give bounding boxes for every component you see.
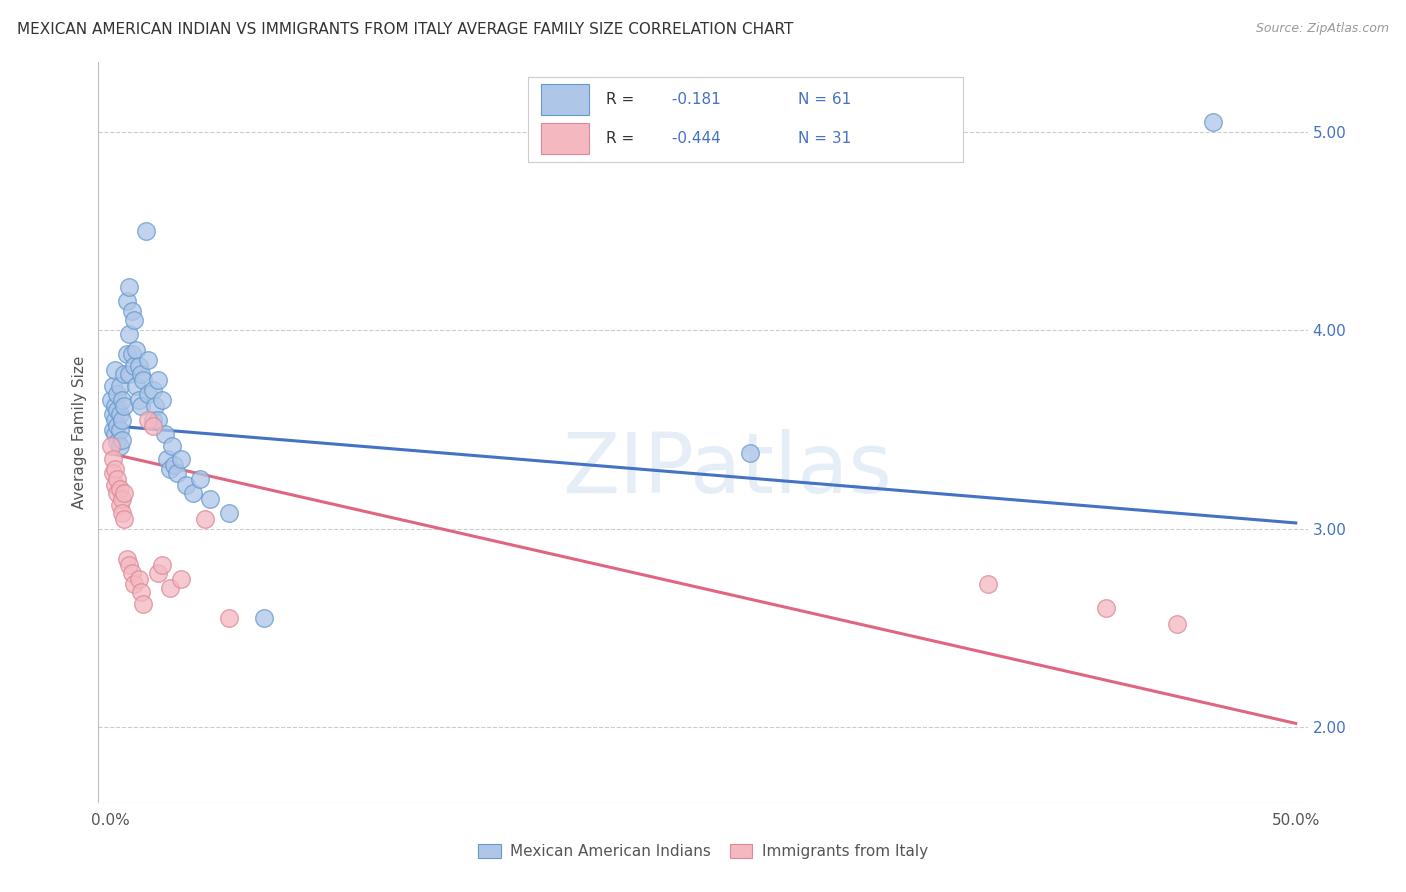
Point — [118, 558, 141, 572]
Point — [1202, 115, 1225, 129]
Point — [105, 402, 128, 417]
Point — [118, 279, 141, 293]
Point — [105, 387, 128, 401]
Point — [125, 379, 148, 393]
Point — [104, 426, 127, 441]
Point — [108, 407, 131, 421]
Point — [146, 413, 169, 427]
Point — [105, 434, 128, 449]
Point — [121, 566, 143, 580]
Point — [170, 572, 193, 586]
Point — [104, 478, 127, 492]
Point — [135, 224, 157, 238]
Text: MEXICAN AMERICAN INDIAN VS IMMIGRANTS FROM ITALY AVERAGE FAMILY SIZE CORRELATION: MEXICAN AMERICAN INDIAN VS IMMIGRANTS FR… — [17, 22, 793, 37]
Y-axis label: Average Family Size: Average Family Size — [72, 356, 87, 509]
Point — [190, 472, 212, 486]
Point — [143, 399, 166, 413]
Point — [121, 303, 143, 318]
Point — [108, 438, 131, 452]
Point — [118, 367, 141, 381]
Point — [142, 383, 165, 397]
Point — [136, 353, 159, 368]
Point — [132, 597, 155, 611]
Point — [198, 492, 221, 507]
Point — [125, 343, 148, 358]
Point — [218, 611, 240, 625]
Point — [101, 467, 124, 481]
Point — [111, 433, 134, 447]
Point — [132, 373, 155, 387]
Point — [142, 418, 165, 433]
Legend: Mexican American Indians, Immigrants from Italy: Mexican American Indians, Immigrants fro… — [472, 838, 934, 865]
Point — [160, 438, 183, 452]
Point — [170, 452, 193, 467]
Point — [100, 392, 122, 407]
Point — [105, 472, 128, 486]
Point — [108, 423, 131, 437]
Point — [136, 387, 159, 401]
Text: Source: ZipAtlas.com: Source: ZipAtlas.com — [1256, 22, 1389, 36]
Point — [121, 347, 143, 361]
Point — [111, 392, 134, 407]
Point — [114, 512, 136, 526]
Point — [118, 327, 141, 342]
Point — [1166, 617, 1188, 632]
Point — [146, 373, 169, 387]
Point — [174, 478, 197, 492]
Point — [128, 359, 150, 373]
Point — [115, 293, 138, 308]
Point — [163, 458, 186, 473]
Point — [122, 359, 145, 373]
Point — [129, 585, 152, 599]
Point — [253, 611, 276, 625]
Point — [101, 452, 124, 467]
Point — [1095, 601, 1118, 615]
Point — [108, 379, 131, 393]
Point — [218, 506, 240, 520]
Point — [105, 486, 128, 500]
Point — [101, 379, 124, 393]
Point — [129, 367, 152, 381]
Point — [104, 363, 127, 377]
Point — [181, 486, 204, 500]
Point — [152, 392, 174, 407]
Point — [115, 347, 138, 361]
Point — [111, 413, 134, 427]
Point — [122, 577, 145, 591]
Point — [108, 498, 131, 512]
Point — [114, 486, 136, 500]
Point — [740, 446, 762, 460]
Point — [976, 577, 998, 591]
Point — [104, 413, 127, 427]
Point — [128, 572, 150, 586]
Point — [115, 551, 138, 566]
Point — [142, 413, 165, 427]
Point — [101, 423, 124, 437]
Point — [128, 392, 150, 407]
Point — [114, 367, 136, 381]
Point — [100, 438, 122, 452]
Point — [122, 313, 145, 327]
Point — [159, 462, 181, 476]
Point — [114, 399, 136, 413]
Point — [156, 452, 179, 467]
Point — [101, 407, 124, 421]
Point — [105, 418, 128, 433]
Point — [104, 399, 127, 413]
Text: ZIPatlas: ZIPatlas — [562, 429, 893, 510]
Point — [129, 399, 152, 413]
Point — [146, 566, 169, 580]
Point — [159, 582, 181, 596]
Point — [111, 506, 134, 520]
Point — [108, 482, 131, 496]
Point — [136, 413, 159, 427]
Point — [153, 426, 176, 441]
Point — [111, 492, 134, 507]
Point — [152, 558, 174, 572]
Point — [194, 512, 217, 526]
Point — [166, 467, 188, 481]
Point — [104, 462, 127, 476]
